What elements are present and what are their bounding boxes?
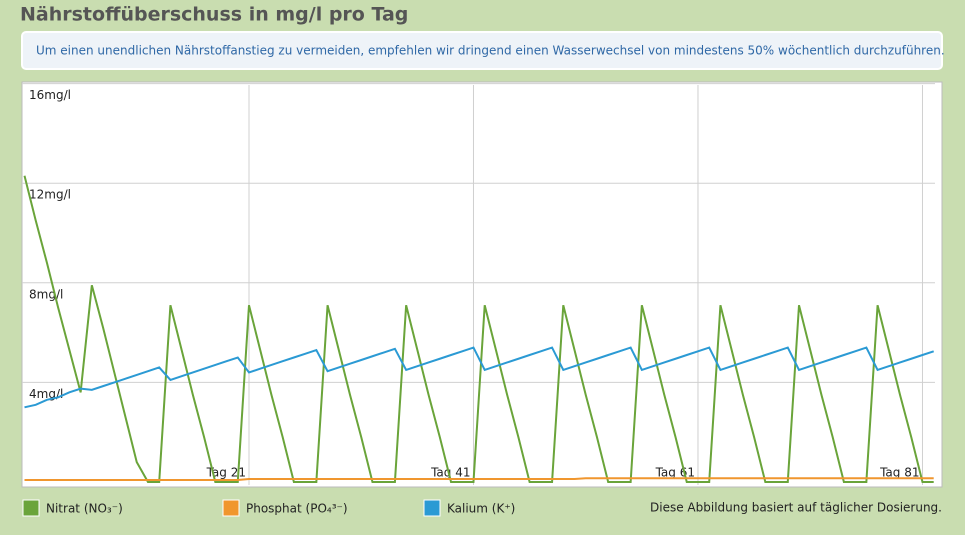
legend-label: Phosphat (PO₄³⁻)	[246, 502, 348, 516]
x-tick-label: Tag 41	[430, 466, 470, 480]
legend-swatch	[222, 499, 240, 517]
series-line	[23, 175, 934, 483]
info-text: Um einen unendlichen Nährstoffanstieg zu…	[36, 44, 945, 58]
legend-label: Nitrat (NO₃⁻)	[46, 502, 123, 516]
y-tick-label: 16mg/l	[29, 88, 71, 102]
legend-label: Kalium (K⁺)	[447, 502, 515, 516]
legend-swatch	[22, 499, 40, 517]
plot-panel	[21, 81, 943, 488]
y-tick-label: 12mg/l	[29, 188, 71, 202]
y-tick-label: 4mg/l	[29, 387, 63, 401]
y-tick-label: 8mg/l	[29, 287, 63, 301]
x-tick-label: Tag 81	[879, 466, 919, 480]
chart-note: Diese Abbildung basiert auf täglicher Do…	[650, 501, 942, 515]
series-line	[24, 477, 934, 482]
legend-swatch	[423, 499, 441, 517]
chart-title: Nährstoffüberschuss in mg/l pro Tag	[20, 4, 408, 26]
x-tick-label: Tag 21	[206, 466, 246, 480]
series-line	[24, 346, 935, 409]
info-box	[21, 31, 943, 70]
